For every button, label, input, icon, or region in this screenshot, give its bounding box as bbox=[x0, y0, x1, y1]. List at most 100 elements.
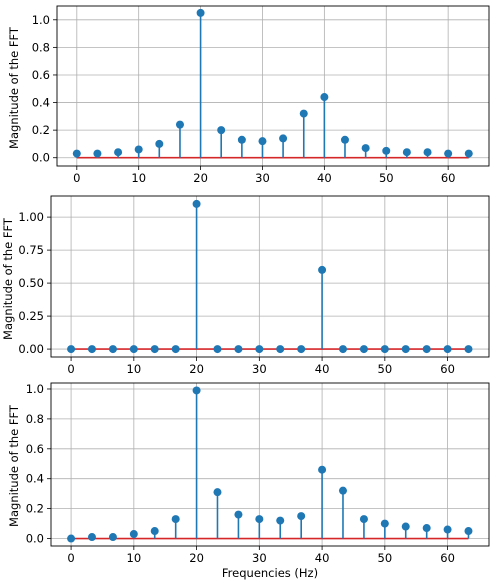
axes-frame bbox=[56, 5, 490, 167]
stem-marker bbox=[297, 512, 306, 521]
x-tick-label: 10 bbox=[131, 171, 146, 185]
subplot-3: 0 10 20 30 40 50 60 0.0 0.2 0.4 0.6 0.8 1.0 Magnitu… bbox=[7, 382, 490, 580]
stem-marker bbox=[382, 146, 391, 155]
stem-marker bbox=[134, 145, 143, 154]
x-tick-label: 10 bbox=[127, 551, 142, 565]
stem-marker bbox=[234, 510, 243, 519]
stem-marker bbox=[380, 519, 389, 528]
stem-marker bbox=[279, 134, 288, 143]
stem-marker bbox=[255, 515, 264, 524]
x-tick-label: 60 bbox=[440, 362, 455, 376]
stem-marker bbox=[318, 265, 327, 274]
y-tick-label: 0.25 bbox=[18, 309, 44, 323]
stem-marker bbox=[320, 93, 329, 102]
stem-marker bbox=[213, 488, 222, 497]
stem-marker bbox=[192, 199, 201, 208]
axes-frame bbox=[50, 382, 490, 547]
x-tick-label: 60 bbox=[440, 551, 455, 565]
stem-marker bbox=[258, 137, 267, 146]
stem-marker bbox=[175, 120, 184, 129]
x-tick-label: 0 bbox=[67, 362, 74, 376]
stem-marker bbox=[67, 345, 76, 354]
subplot-2: 0 10 20 30 40 50 60 0.00 0.25 0.50 0.75 1.00 Magni… bbox=[1, 195, 490, 376]
y-tick-label: 1.0 bbox=[26, 382, 44, 396]
stem-marker bbox=[150, 527, 159, 536]
stem-marker bbox=[380, 345, 389, 354]
y-tick-label: 1.0 bbox=[32, 13, 50, 27]
stem-marker bbox=[87, 533, 96, 542]
x-tick-label: 50 bbox=[379, 171, 394, 185]
stem-marker bbox=[213, 345, 222, 354]
stem-marker bbox=[108, 533, 117, 542]
y-tick-label: 0.50 bbox=[18, 276, 44, 290]
stem-marker bbox=[93, 149, 102, 158]
y-tick-label: 0.75 bbox=[18, 243, 44, 257]
x-tick-label: 60 bbox=[441, 171, 456, 185]
x-tick-label: 30 bbox=[255, 171, 270, 185]
stem-marker bbox=[443, 345, 452, 354]
x-tick-label: 10 bbox=[127, 362, 142, 376]
stem-marker bbox=[297, 345, 306, 354]
stem-marker bbox=[129, 530, 138, 539]
x-tick-label: 40 bbox=[315, 551, 330, 565]
x-tick-label: 40 bbox=[315, 362, 330, 376]
y-tick-label: 0.0 bbox=[26, 532, 44, 546]
ylabel-2: Magnitude of the FFT bbox=[1, 217, 15, 340]
ylabel-1: Magnitude of the FFT bbox=[7, 26, 21, 149]
stem-marker bbox=[299, 109, 308, 118]
axes-frame bbox=[50, 195, 490, 358]
stem-marker bbox=[155, 139, 164, 148]
y-tick-label: 0.2 bbox=[26, 502, 44, 516]
y-tick-label: 0.6 bbox=[26, 442, 44, 456]
stem-marker bbox=[196, 8, 205, 17]
y-tick-label: 0.8 bbox=[26, 412, 44, 426]
stem-marker bbox=[171, 345, 180, 354]
y-tick-label: 0.2 bbox=[32, 123, 50, 137]
x-tick-label: 50 bbox=[378, 551, 393, 565]
x-tick-label: 0 bbox=[73, 171, 80, 185]
y-tick-label: 1.00 bbox=[18, 210, 44, 224]
stem-marker bbox=[444, 149, 453, 158]
stem-marker bbox=[276, 345, 285, 354]
stem-marker bbox=[171, 515, 180, 524]
stem-marker bbox=[359, 515, 368, 524]
stem-marker bbox=[359, 345, 368, 354]
x-tick-label: 30 bbox=[252, 551, 267, 565]
stem-marker bbox=[422, 345, 431, 354]
stem-marker bbox=[150, 345, 159, 354]
stem-marker bbox=[255, 345, 264, 354]
stem-marker bbox=[67, 534, 76, 543]
x-tick-label: 40 bbox=[317, 171, 332, 185]
stem-marker bbox=[464, 149, 473, 158]
x-tick-label: 50 bbox=[378, 362, 393, 376]
y-tick-label: 0.8 bbox=[32, 40, 50, 54]
stem-marker bbox=[237, 135, 246, 144]
stem-marker bbox=[129, 345, 138, 354]
stem-marker bbox=[338, 345, 347, 354]
stem-marker bbox=[422, 524, 431, 533]
y-tick-label: 0.4 bbox=[26, 472, 44, 486]
stem-marker bbox=[318, 465, 327, 474]
stem-marker bbox=[340, 135, 349, 144]
stem-marker bbox=[401, 522, 410, 531]
x-tick-label: 0 bbox=[67, 551, 74, 565]
stem-marker bbox=[114, 148, 123, 157]
y-tick-label: 0.6 bbox=[32, 68, 50, 82]
stem-marker bbox=[361, 144, 370, 153]
stem-marker bbox=[192, 386, 201, 395]
x-tick-label: 20 bbox=[193, 171, 208, 185]
stem-marker bbox=[464, 345, 473, 354]
y-tick-label: 0.0 bbox=[32, 151, 50, 165]
stem-marker bbox=[443, 525, 452, 534]
xlabel-3: Frequencies (Hz) bbox=[222, 566, 318, 580]
ylabel-3: Magnitude of the FFT bbox=[7, 404, 21, 527]
y-tick-label: 0.00 bbox=[18, 342, 44, 356]
stem-marker bbox=[276, 516, 285, 525]
stem-marker bbox=[401, 345, 410, 354]
subplot-1: 0 10 20 30 40 50 60 0.0 0.2 0.4 0.6 0.8 1.0 Magnitu… bbox=[7, 5, 490, 185]
stem-marker bbox=[402, 148, 411, 157]
x-tick-label: 30 bbox=[252, 362, 267, 376]
x-tick-label: 20 bbox=[189, 362, 204, 376]
stem-marker bbox=[87, 345, 96, 354]
